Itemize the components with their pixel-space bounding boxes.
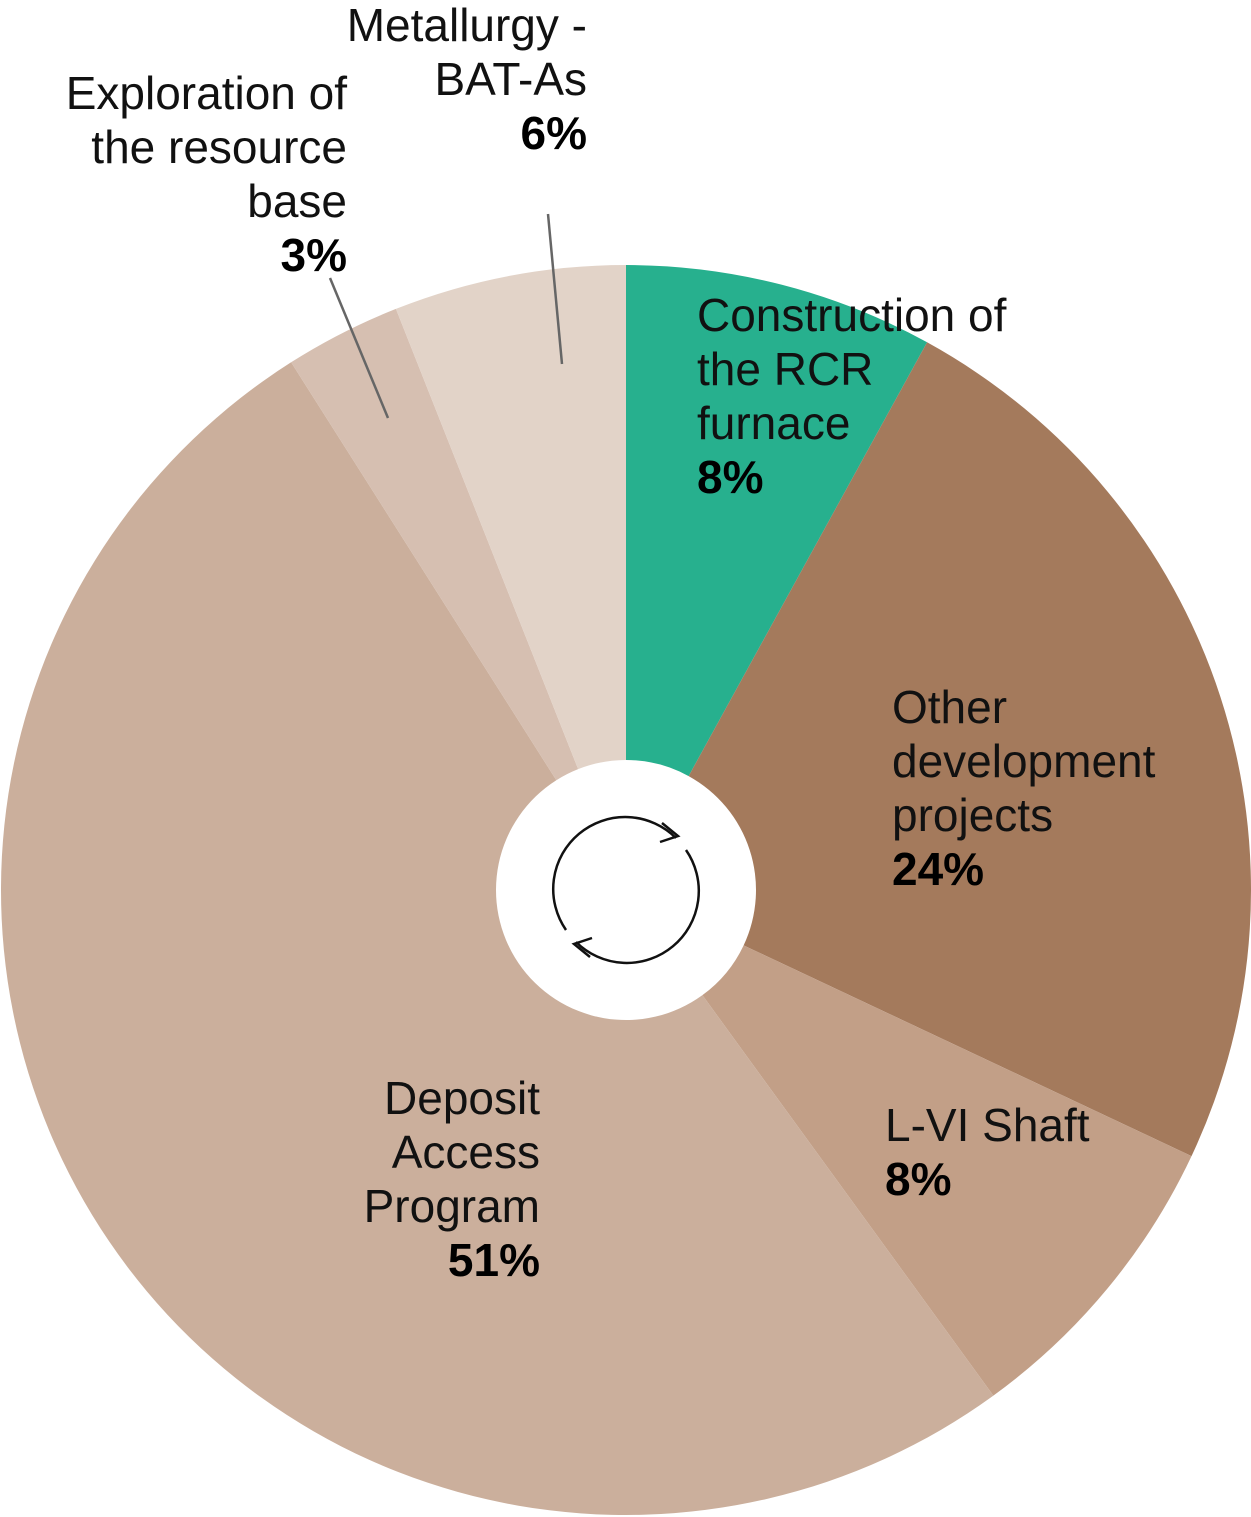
leader-line	[546, 213, 564, 365]
value-label: 3%	[280, 229, 347, 281]
slice-label: Exploration of the resource base 3%	[0, 66, 347, 282]
slice	[291, 308, 579, 781]
category-name: Other development projects	[892, 681, 1156, 841]
leader-line	[328, 277, 390, 419]
slice	[0, 362, 994, 1516]
slice	[688, 342, 1251, 1157]
category-name: Deposit Access Program	[363, 1072, 540, 1232]
slice-label: Metallurgy - BAT-As 6%	[320, 0, 587, 160]
value-label: 8%	[697, 451, 764, 503]
category-name: Construction of the RCR furnace	[697, 289, 1007, 449]
value-label: 24%	[892, 843, 985, 895]
slice	[395, 265, 626, 770]
category-name: L-VI Shaft	[885, 1099, 1090, 1151]
slice-label: Other development projects 24%	[892, 680, 1232, 896]
slices	[0, 265, 1251, 1516]
center-icon	[551, 815, 701, 965]
slice-label: L-VI Shaft 8%	[885, 1098, 1185, 1206]
slice	[702, 945, 1192, 1396]
value-label: 8%	[885, 1153, 952, 1205]
category-name: Exploration of the resource base	[65, 67, 347, 227]
value-label: 51%	[447, 1234, 540, 1286]
value-label: 6%	[520, 107, 587, 159]
category-name: Metallurgy - BAT-As	[346, 0, 587, 105]
slice-label: Deposit Access Program 51%	[240, 1071, 540, 1287]
slice-label: Construction of the RCR furnace 8%	[697, 288, 1027, 504]
slice	[626, 265, 928, 777]
